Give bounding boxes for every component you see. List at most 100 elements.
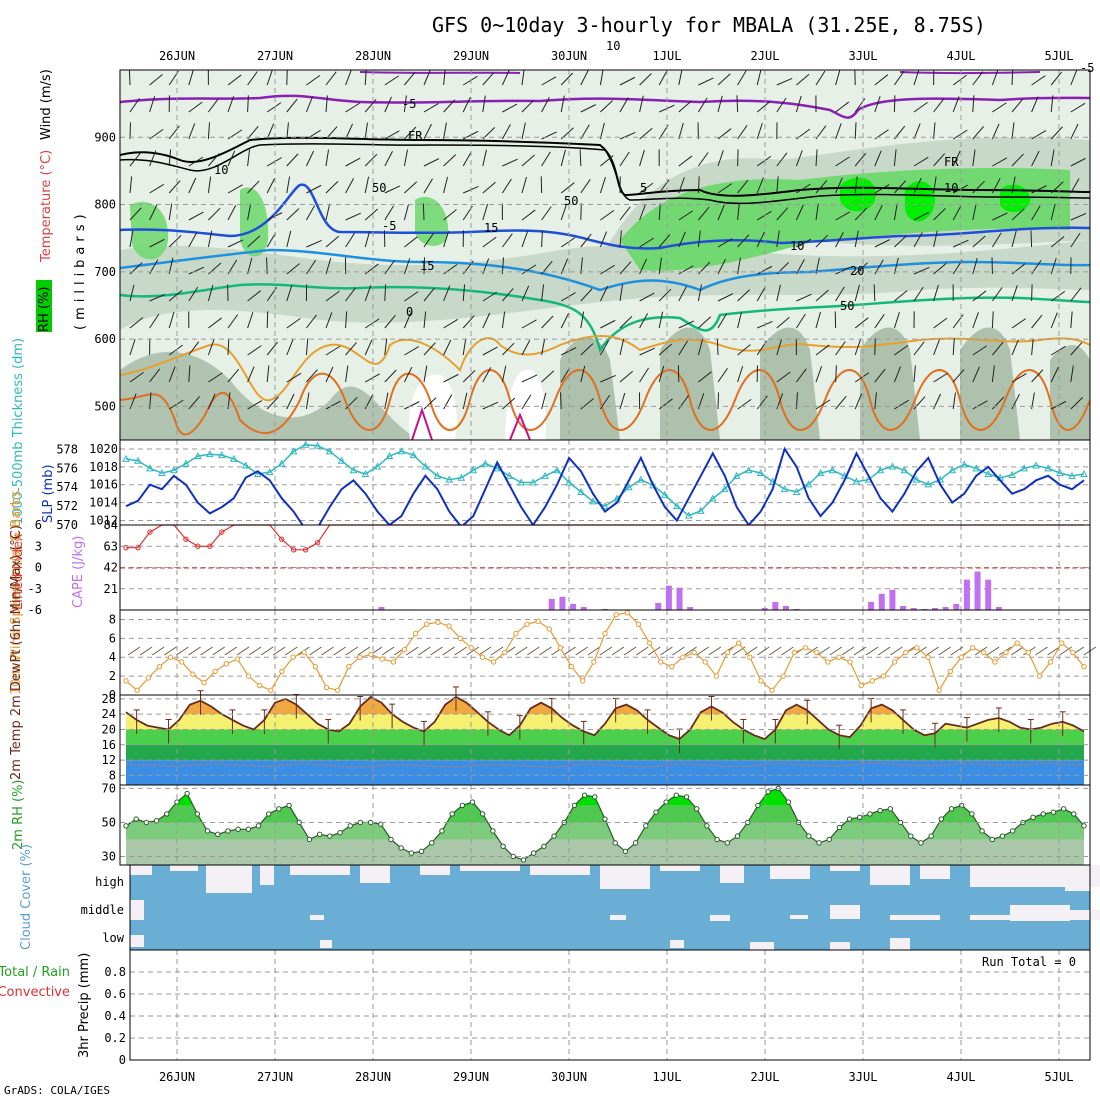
wind-barb: [736, 95, 739, 113]
cape-tick-label: 42: [104, 561, 118, 575]
wind-barb: [560, 237, 576, 248]
wind-barb: [560, 95, 565, 113]
wind-barb: [443, 263, 458, 275]
precip-panel: 0.8 0.6 0.4 0.2 0 Run Total = 0 Total / Rain…: [0, 949, 1091, 1067]
wind-speed-point: [758, 678, 764, 684]
wind-barb: [227, 314, 239, 329]
wind-speed-point: [279, 668, 285, 675]
wind-barb: [266, 157, 282, 167]
lifted-index-point: [147, 529, 153, 535]
wind-barb: [815, 399, 831, 410]
wind-barb: [247, 345, 262, 356]
wind-barb: [580, 124, 590, 140]
wind-barb: [933, 372, 948, 383]
wind-barb: [992, 157, 1008, 167]
wind-barb: [482, 346, 498, 356]
wind-barb: [619, 261, 632, 275]
wind-barb: [776, 230, 780, 248]
wind-barb: [482, 312, 491, 329]
wind-barb: [266, 232, 277, 248]
wind-barb: [835, 395, 847, 410]
wind-barb: [462, 315, 475, 329]
wind-barb: [325, 149, 330, 167]
wind-barb: [991, 311, 994, 329]
wind-barb: [384, 260, 395, 275]
wind-speed-point: [557, 645, 564, 651]
wind-barb: [501, 203, 503, 221]
top-date-label: 26JUN: [159, 49, 195, 63]
wind-barb: [247, 235, 261, 248]
wind-barb: [599, 231, 608, 248]
wind-barb: [835, 70, 841, 86]
rh-point: [255, 823, 262, 829]
cape-bar: [676, 587, 683, 610]
wind-barb: [600, 155, 614, 167]
wind-barb: [599, 176, 606, 194]
wind-barb: [364, 373, 380, 383]
thickness-point: [816, 469, 825, 477]
wind-barb: [266, 365, 270, 383]
wind-speed-point: [947, 668, 954, 675]
wind-speed-point: [412, 630, 419, 637]
wind-10m-barb: [309, 646, 322, 656]
wind-barb: [737, 203, 740, 221]
wind-barb: [913, 232, 923, 248]
wind-barb: [835, 177, 843, 194]
rh-band: [126, 839, 1084, 865]
wind-barb: [599, 285, 609, 302]
wind-barb: [325, 312, 333, 329]
thickness-point: [409, 451, 418, 459]
wind-10m-barb: [127, 646, 141, 656]
slp-tick-label: 1020: [89, 442, 118, 456]
wind-speed-point: [312, 663, 319, 670]
wind-barb: [306, 74, 321, 86]
wind-barb: [443, 285, 451, 302]
wind-barb: [991, 365, 995, 383]
wind-barb: [149, 368, 161, 383]
wind-barb: [502, 103, 518, 113]
wind-barb: [384, 96, 392, 113]
wind-barb: [854, 372, 870, 383]
wind-speed-point: [346, 663, 352, 670]
wind-barb: [619, 151, 630, 167]
wind-barb: [404, 291, 419, 302]
wind-barb: [1050, 126, 1063, 140]
wind-barb: [972, 149, 976, 167]
wind-barb: [306, 129, 321, 140]
wind-barb: [678, 122, 684, 140]
wind-barb: [854, 122, 857, 140]
contour-label: 50: [372, 181, 386, 195]
wind-speed-point: [334, 687, 341, 693]
wind-barb: [149, 293, 166, 302]
wind-barb: [1011, 230, 1017, 248]
wind-barb: [658, 343, 673, 356]
lifted-index-tick-label: -3: [28, 582, 42, 596]
wind-barb: [873, 284, 876, 302]
thickness-point: [756, 469, 765, 477]
wind-10m-barb: [442, 646, 455, 656]
cape-bar: [910, 607, 917, 610]
wind-speed-point: [635, 621, 642, 627]
wind-10m-barb: [212, 646, 225, 656]
wind-speed-point: [747, 654, 753, 660]
wind-barb: [737, 125, 748, 140]
wind-speed-point: [925, 654, 931, 660]
rh-point: [999, 833, 1006, 839]
wind-barb: [305, 150, 315, 167]
wind-barb: [207, 176, 212, 194]
cloud-clear-cell: [460, 865, 520, 871]
wind-barb: [208, 207, 221, 221]
wind-barb: [854, 284, 860, 302]
wind-barb: [972, 312, 979, 329]
thickness-point: [205, 450, 214, 458]
wind-barb: [325, 345, 341, 356]
wind-barb: [364, 263, 379, 275]
wind-barb: [1090, 370, 1100, 387]
wind-barb: [1011, 208, 1025, 221]
wind-speed-point: [524, 621, 530, 627]
wind-barb: [992, 212, 1008, 221]
wind-barb: [835, 286, 845, 302]
wind-barb: [717, 238, 733, 248]
wind-barb: [658, 311, 664, 329]
wind-barb: [462, 75, 478, 86]
